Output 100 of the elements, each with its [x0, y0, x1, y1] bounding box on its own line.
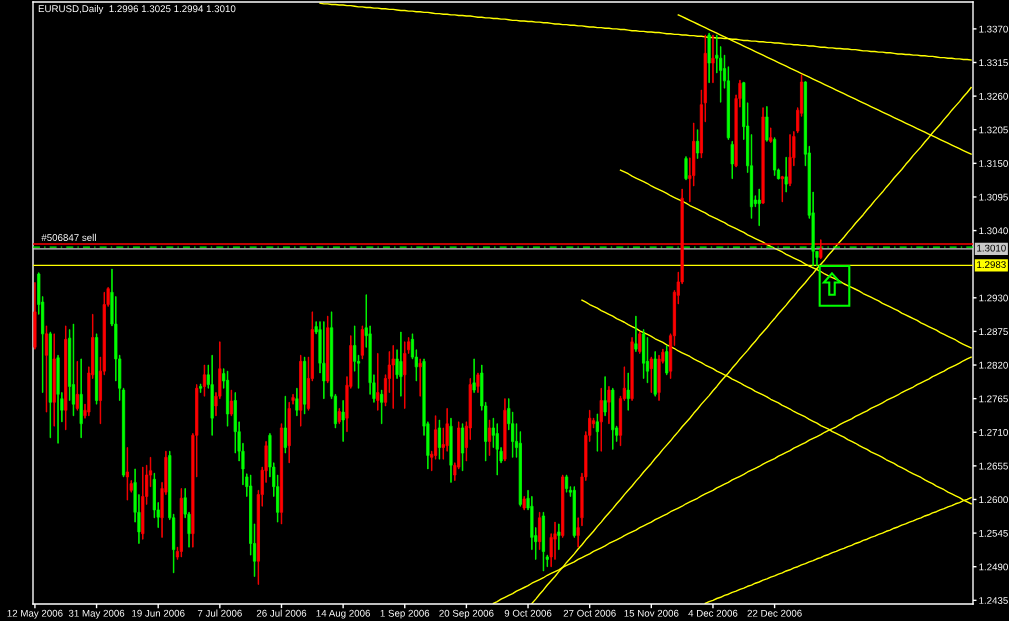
candlestick [403, 341, 407, 409]
y-tick-label: 1.3095 [979, 193, 1008, 201]
candlestick [765, 106, 769, 142]
ref-line-label: 1.2983 [977, 261, 1006, 269]
candlestick [761, 107, 765, 205]
candlestick [595, 413, 599, 452]
y-tick-label: 1.3205 [979, 126, 1008, 134]
candlestick [561, 474, 565, 538]
candlestick [695, 129, 700, 159]
y-tick-label: 1.2710 [979, 429, 1008, 436]
candlestick [56, 354, 60, 444]
candlestick [788, 134, 792, 187]
x-tick-label: 19 Jun 2006 [132, 609, 185, 617]
candlestick [611, 387, 615, 450]
candlestick [360, 325, 364, 360]
candlestick [437, 419, 442, 460]
y-tick-label: 1.2490 [979, 563, 1008, 571]
candlestick [649, 356, 653, 393]
candlestick [541, 511, 546, 572]
candlestick [287, 401, 291, 464]
candlestick [33, 282, 37, 350]
candlestick [125, 447, 129, 501]
candlestick [557, 523, 561, 551]
x-tick-label: 7 Jul 2006 [197, 609, 242, 617]
candlestick [399, 331, 403, 397]
candlestick [179, 488, 183, 558]
y-tick-label: 1.2435 [979, 597, 1008, 604]
candlestick [229, 389, 233, 417]
candlestick [225, 370, 230, 427]
candlestick [707, 32, 711, 84]
candlestick [773, 137, 777, 176]
y-tick-label: 1.2820 [979, 361, 1008, 369]
y-tick-label: 1.3150 [979, 160, 1008, 167]
candlestick [141, 466, 145, 540]
candlestick [503, 398, 507, 462]
candlestick [487, 419, 492, 456]
candlestick [337, 408, 341, 425]
candlestick [653, 351, 657, 397]
candlestick [626, 372, 630, 411]
x-tick-label: 31 May 2006 [68, 609, 125, 619]
candlestick [642, 329, 646, 379]
x-tick-label: 12 May 2006 [7, 609, 63, 619]
x-tick-label: 14 Aug 2006 [316, 609, 370, 619]
x-tick-label: 22 Dec 2006 [747, 609, 802, 617]
x-tick-label: 9 Oct 2006 [504, 609, 552, 617]
candlestick [94, 333, 99, 405]
y-tick-label: 1.3260 [979, 92, 1008, 100]
y-tick-label: 1.3370 [979, 25, 1008, 33]
candlestick [322, 321, 326, 400]
candlestick [449, 417, 453, 483]
candlestick [522, 496, 526, 511]
candlestick [630, 337, 634, 401]
candlestick [326, 315, 330, 384]
candlestick [460, 423, 465, 472]
candlestick [75, 360, 79, 411]
candlestick [638, 331, 642, 354]
candlestick [291, 393, 295, 405]
candlestick [295, 387, 299, 417]
candlestick [376, 353, 380, 411]
candlestick [380, 389, 384, 425]
candlestick [757, 188, 761, 227]
candlestick [79, 358, 83, 439]
candlestick [599, 387, 603, 452]
x-tick-label: 20 Sep 2006 [439, 609, 494, 619]
ref-line-label: 1.3010 [977, 244, 1006, 252]
candlestick [341, 400, 345, 442]
candlestick [634, 315, 638, 353]
candlestick [711, 34, 715, 84]
candlestick [538, 511, 542, 551]
candlestick [299, 354, 303, 427]
x-tick-label: 4 Dec 2006 [688, 609, 738, 617]
candlestick [391, 345, 395, 409]
candlestick [665, 345, 669, 376]
candlestick [684, 156, 688, 181]
y-tick-label: 1.2655 [979, 462, 1008, 470]
candlestick [279, 423, 284, 525]
y-tick-label: 1.3315 [979, 59, 1008, 67]
candlestick [199, 383, 203, 393]
candlestick [769, 127, 773, 143]
candlestick [476, 372, 480, 393]
candlestick [603, 376, 607, 417]
y-tick-label: 1.3040 [979, 227, 1008, 235]
y-tick-label: 1.2545 [979, 529, 1008, 537]
x-tick-label: 26 Jul 2006 [256, 609, 307, 617]
candlestick [283, 395, 287, 454]
x-tick-label: 1 Sep 2006 [380, 609, 430, 619]
candlestick [52, 333, 56, 427]
y-tick-label: 1.2765 [979, 395, 1008, 403]
candlestick [418, 358, 422, 397]
y-tick-label: 1.2600 [979, 496, 1008, 504]
chart-title: EURUSD,Daily 1.2996 1.3025 1.2994 1.3010 [38, 5, 236, 15]
candlestick [303, 356, 307, 415]
ref-line-label: #506847 sell [41, 233, 96, 241]
x-tick-label: 15 Nov 2006 [624, 609, 679, 617]
y-tick-label: 1.2875 [979, 328, 1008, 336]
candlestick [48, 331, 52, 439]
candlestick [564, 474, 569, 493]
candlestick [730, 140, 734, 180]
candlestick [572, 486, 576, 538]
candlestick [780, 175, 784, 203]
